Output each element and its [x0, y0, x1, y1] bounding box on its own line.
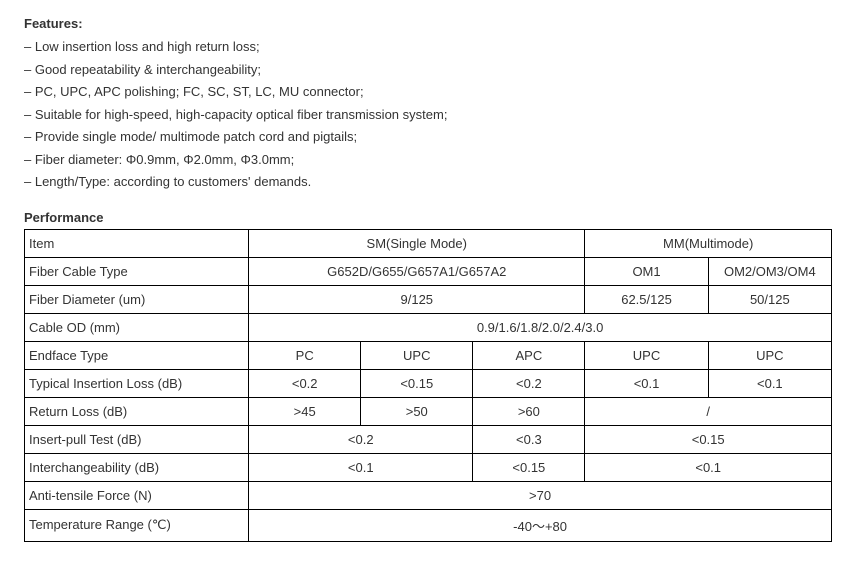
row-label: Endface Type	[25, 341, 249, 369]
row-label: Interchangeability (dB)	[25, 453, 249, 481]
table-row: Fiber Cable Type G652D/G655/G657A1/G657A…	[25, 257, 832, 285]
cell: <0.2	[473, 369, 585, 397]
table-row: Endface Type PC UPC APC UPC UPC	[25, 341, 832, 369]
row-label: Return Loss (dB)	[25, 397, 249, 425]
row-label: Item	[25, 229, 249, 257]
header-mm: MM(Multimode)	[585, 229, 832, 257]
cell: UPC	[361, 341, 473, 369]
cell: <0.1	[708, 369, 831, 397]
feature-item: – Good repeatability & interchangeabilit…	[24, 60, 832, 80]
cell: -40～+80	[249, 509, 832, 541]
feature-item: – Length/Type: according to customers' d…	[24, 172, 832, 192]
cell: UPC	[585, 341, 708, 369]
row-label: Anti-tensile Force (N)	[25, 481, 249, 509]
features-heading: Features:	[24, 16, 832, 31]
cell: PC	[249, 341, 361, 369]
cell: >45	[249, 397, 361, 425]
table-row: Item SM(Single Mode) MM(Multimode)	[25, 229, 832, 257]
row-label: Fiber Cable Type	[25, 257, 249, 285]
cell: <0.1	[585, 453, 832, 481]
row-label: Cable OD (mm)	[25, 313, 249, 341]
cell: 9/125	[249, 285, 585, 313]
cell: >70	[249, 481, 832, 509]
cell: 0.9/1.6/1.8/2.0/2.4/3.0	[249, 313, 832, 341]
cell: OM2/OM3/OM4	[708, 257, 831, 285]
feature-item: – PC, UPC, APC polishing; FC, SC, ST, LC…	[24, 82, 832, 102]
cell: G652D/G655/G657A1/G657A2	[249, 257, 585, 285]
cell: <0.3	[473, 425, 585, 453]
table-row: Anti-tensile Force (N) >70	[25, 481, 832, 509]
performance-heading: Performance	[24, 210, 832, 225]
feature-item: – Fiber diameter: Φ0.9mm, Φ2.0mm, Φ3.0mm…	[24, 150, 832, 170]
cell: UPC	[708, 341, 831, 369]
cell: OM1	[585, 257, 708, 285]
feature-item: – Provide single mode/ multimode patch c…	[24, 127, 832, 147]
cell: <0.1	[585, 369, 708, 397]
table-row: Interchangeability (dB) <0.1 <0.15 <0.1	[25, 453, 832, 481]
table-row: Temperature Range (℃) -40～+80	[25, 509, 832, 541]
cell: <0.15	[473, 453, 585, 481]
cell: <0.15	[361, 369, 473, 397]
cell: >60	[473, 397, 585, 425]
table-row: Insert-pull Test (dB) <0.2 <0.3 <0.15	[25, 425, 832, 453]
table-row: Fiber Diameter (um) 9/125 62.5/125 50/12…	[25, 285, 832, 313]
row-label: Temperature Range (℃)	[25, 509, 249, 541]
header-sm: SM(Single Mode)	[249, 229, 585, 257]
feature-item: – Suitable for high-speed, high-capacity…	[24, 105, 832, 125]
cell: <0.1	[249, 453, 473, 481]
cell: 62.5/125	[585, 285, 708, 313]
cell: <0.15	[585, 425, 832, 453]
row-label: Typical Insertion Loss (dB)	[25, 369, 249, 397]
table-row: Cable OD (mm) 0.9/1.6/1.8/2.0/2.4/3.0	[25, 313, 832, 341]
table-row: Return Loss (dB) >45 >50 >60 /	[25, 397, 832, 425]
performance-table: Item SM(Single Mode) MM(Multimode) Fiber…	[24, 229, 832, 542]
cell: <0.2	[249, 425, 473, 453]
cell: <0.2	[249, 369, 361, 397]
cell: >50	[361, 397, 473, 425]
cell: /	[585, 397, 832, 425]
cell: 50/125	[708, 285, 831, 313]
cell: APC	[473, 341, 585, 369]
row-label: Fiber Diameter (um)	[25, 285, 249, 313]
row-label: Insert-pull Test (dB)	[25, 425, 249, 453]
table-row: Typical Insertion Loss (dB) <0.2 <0.15 <…	[25, 369, 832, 397]
feature-item: – Low insertion loss and high return los…	[24, 37, 832, 57]
